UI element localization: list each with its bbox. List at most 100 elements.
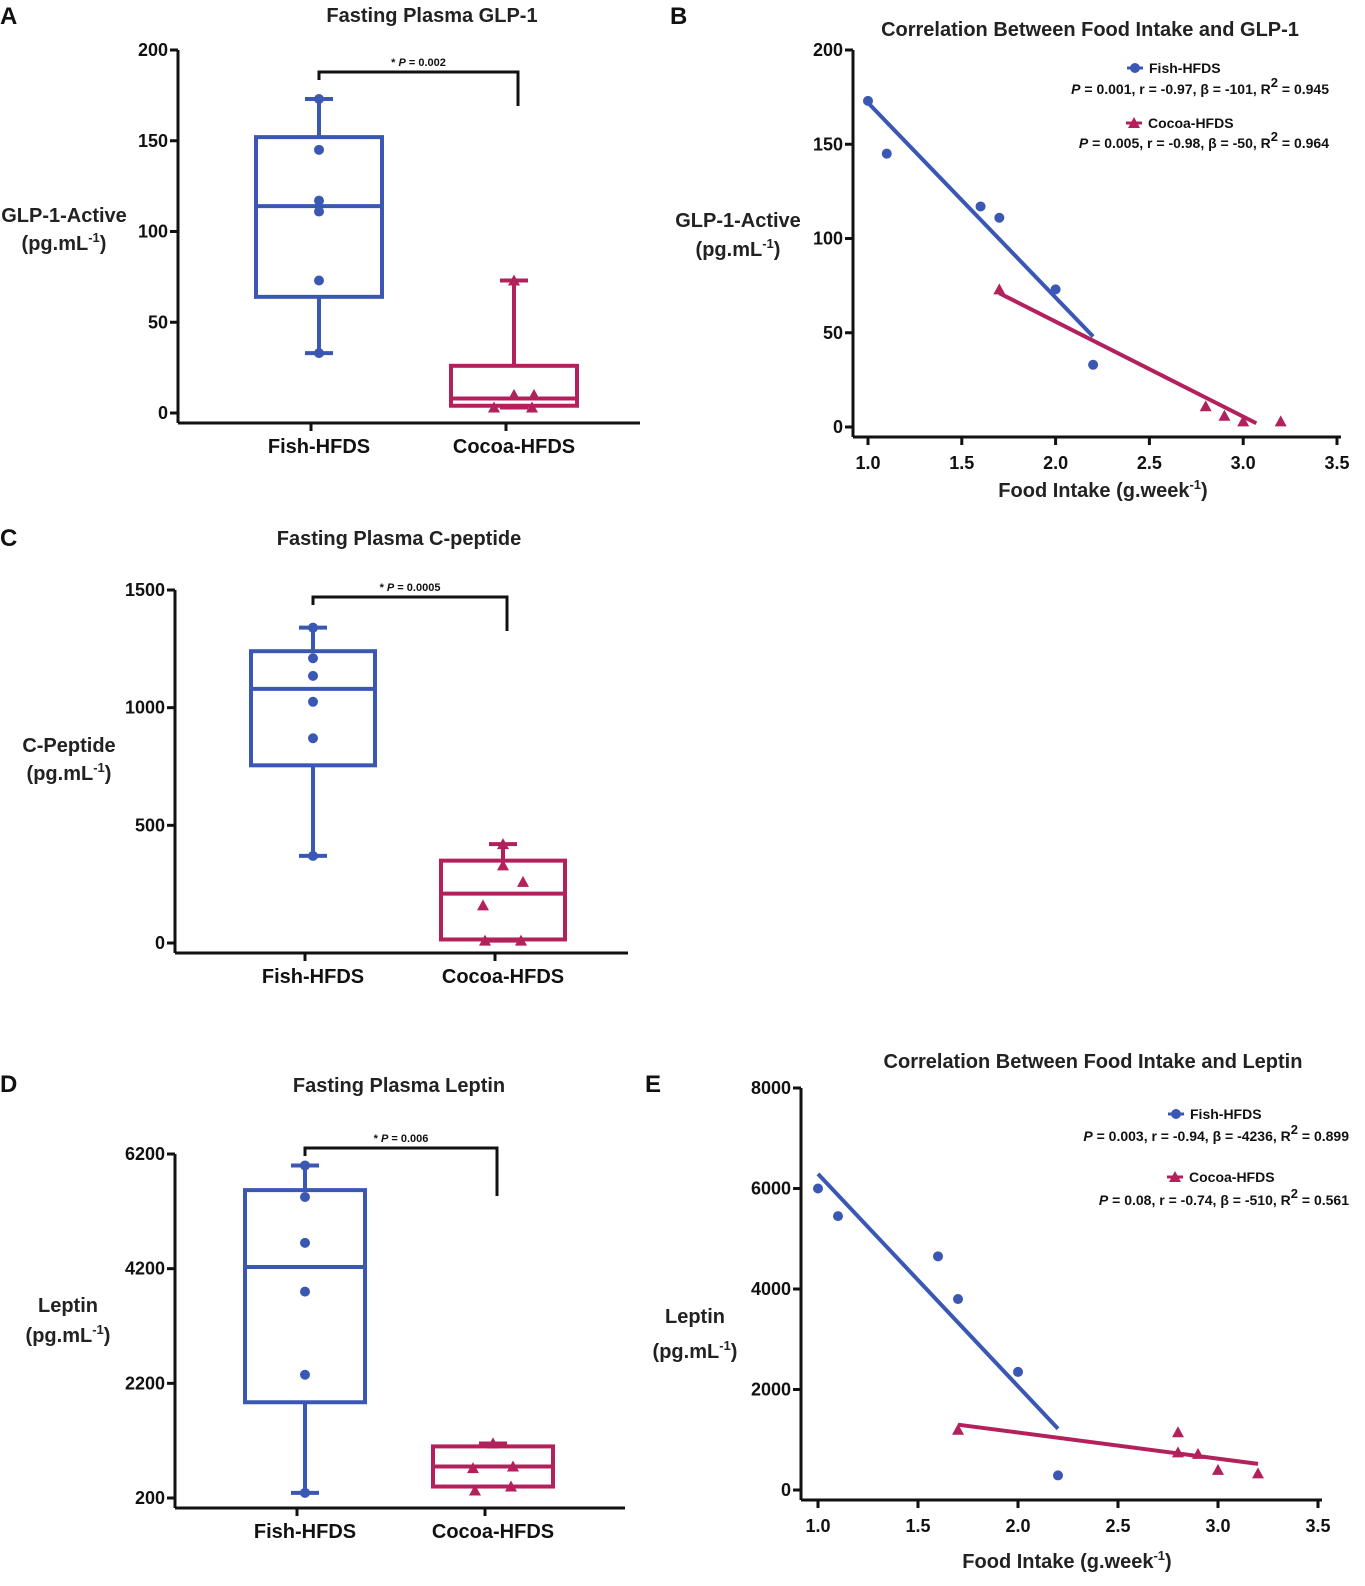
panel-c-ylabel-sup: -1 bbox=[93, 760, 105, 775]
panel-a-point-cocoa bbox=[488, 401, 500, 413]
panel-e-stats-r2-sup: 2 bbox=[1291, 1186, 1298, 1201]
panel-e-y-tick-label: 2000 bbox=[751, 1380, 791, 1400]
panel-c-y-tick-label: 1000 bbox=[125, 698, 165, 718]
panel-e-x-tick-label: 3.0 bbox=[1205, 1516, 1230, 1536]
panel-d-y-tick-label: 200 bbox=[135, 1488, 165, 1508]
panel-c-significance-bracket bbox=[311, 595, 509, 631]
panel-b-ylabel-close: ) bbox=[774, 239, 781, 261]
panel-d-point-fish bbox=[300, 1237, 310, 1248]
panel-e-x-label: Food Intake (g.week-1) bbox=[962, 1548, 1171, 1573]
panel-a-letter: A bbox=[0, 3, 17, 30]
panel-b-fit-line-cocoa bbox=[998, 291, 1258, 426]
panel-a-point-cocoa bbox=[526, 401, 538, 413]
panel-c-title: Fasting Plasma C-peptide bbox=[277, 528, 522, 550]
panel-e-x-label-close: ) bbox=[1165, 1551, 1172, 1573]
panel-c-p-number: = 0.0005 bbox=[394, 582, 440, 594]
panel-c-y-tick-label: 500 bbox=[135, 815, 165, 835]
panel-a-ylabel-close: ) bbox=[100, 233, 107, 255]
panel-c-point-cocoa bbox=[517, 875, 529, 887]
panel-b-ylabel-main: GLP-1-Active bbox=[675, 210, 801, 232]
panel-b-point-fish bbox=[994, 212, 1005, 223]
panel-b-point-fish bbox=[975, 201, 986, 212]
panel-d-x-category-label: Fish-HFDS bbox=[254, 1521, 356, 1543]
panel-c-letter: C bbox=[0, 525, 17, 552]
panel-c-ylabel-unit: (pg.mL-1) bbox=[27, 760, 112, 785]
panel-d-box bbox=[243, 1188, 367, 1405]
panel-b-x-label-main: Food Intake (g.week bbox=[998, 480, 1190, 502]
panel-b-stats-r2-value: = 0.964 bbox=[1278, 135, 1329, 151]
panel-d-point-cocoa bbox=[507, 1460, 519, 1472]
panel-b-stats-r2-value: = 0.945 bbox=[1278, 81, 1329, 97]
panel-e-stats-p-label: P bbox=[1099, 1192, 1109, 1208]
panel-b-stats: P = 0.001, r = -0.97, β = -101, R2 = 0.9… bbox=[1071, 75, 1329, 97]
panel-c-point-fish bbox=[308, 696, 318, 707]
panel-e-stats-r2-value: = 0.899 bbox=[1298, 1128, 1349, 1144]
panel-b-x-tick-label: 3.0 bbox=[1231, 453, 1256, 473]
panel-c-p-prefix: * bbox=[380, 582, 387, 594]
panel-b-point-fish bbox=[881, 148, 892, 159]
panel-c-point-fish bbox=[308, 622, 318, 633]
panel-b-stats-r2-sup: 2 bbox=[1271, 129, 1278, 144]
panel-a-y-tick-label: 150 bbox=[138, 131, 168, 151]
panel-a-y-tick-label: 50 bbox=[148, 312, 168, 332]
panel-e-point-cocoa bbox=[1252, 1467, 1264, 1479]
panel-c-x-category-label: Fish-HFDS bbox=[262, 966, 364, 988]
panel-a-ylabel-unit-text: (pg.mL bbox=[22, 233, 89, 255]
panel-b-x-tick-label: 2.5 bbox=[1137, 453, 1162, 473]
panel-b-legend-label: Fish-HFDS bbox=[1149, 60, 1221, 76]
panel-e-x-tick-label: 1.5 bbox=[905, 1516, 930, 1536]
panel-d-p-value: * P = 0.006 bbox=[374, 1133, 429, 1145]
panel-b-x-tick-label: 2.0 bbox=[1043, 453, 1068, 473]
panel-e-ylabel-sup: -1 bbox=[719, 1338, 731, 1353]
panel-e-fit-line-cocoa bbox=[957, 1422, 1259, 1466]
panel-a-y-tick-label: 0 bbox=[158, 403, 168, 423]
panel-c-ylabel-close: ) bbox=[105, 763, 112, 785]
panel-b-legend-marker-fish bbox=[1130, 63, 1140, 73]
panel-c-ylabel-main: C-Peptide bbox=[22, 735, 115, 757]
panel-e-point-cocoa bbox=[1212, 1463, 1224, 1475]
panel-c-point-fish bbox=[308, 733, 318, 744]
panel-d-point-cocoa bbox=[469, 1484, 481, 1496]
panel-c-point-cocoa bbox=[479, 934, 491, 946]
panel-b-point-cocoa bbox=[993, 283, 1006, 295]
panel-d-title: Fasting Plasma Leptin bbox=[293, 1075, 505, 1097]
panel-c-point-cocoa bbox=[477, 899, 489, 911]
panel-b-point-cocoa bbox=[1274, 415, 1287, 427]
panel-a-point-cocoa bbox=[508, 388, 520, 400]
panel-d-x-category-label: Cocoa-HFDS bbox=[432, 1521, 554, 1543]
panel-b-letter: B bbox=[670, 3, 687, 30]
panel-a-y-tick-label: 100 bbox=[138, 222, 168, 242]
panel-a-title: Fasting Plasma GLP-1 bbox=[326, 5, 537, 27]
panel-b-ylabel-unit-text: (pg.mL bbox=[696, 239, 763, 261]
panel-e-fit-line-fish bbox=[816, 1172, 1060, 1431]
panel-b-y-tick-label: 150 bbox=[813, 134, 843, 154]
panel-a-x-category-label: Fish-HFDS bbox=[268, 436, 370, 458]
panel-d-p-number: = 0.006 bbox=[388, 1133, 428, 1145]
panel-b-point-cocoa bbox=[1237, 415, 1250, 427]
panel-a-point-fish bbox=[314, 195, 324, 206]
panel-b-x-tick-label: 1.0 bbox=[855, 453, 880, 473]
panel-b-stats-r2-sup: 2 bbox=[1271, 75, 1278, 90]
panel-c-box bbox=[439, 858, 567, 942]
panel-a-box bbox=[449, 363, 579, 408]
panel-e-x-tick-label: 2.5 bbox=[1105, 1516, 1130, 1536]
panel-e-ylabel-main: Leptin bbox=[665, 1306, 725, 1328]
panel-a-point-fish bbox=[314, 348, 324, 359]
panel-d-y-tick-label: 6200 bbox=[125, 1144, 165, 1164]
panel-c-point-cocoa bbox=[497, 838, 509, 850]
panel-b-y-tick-label: 0 bbox=[833, 417, 843, 437]
panel-e-y-tick-label: 8000 bbox=[751, 1078, 791, 1098]
panel-b-ylabel-unit: (pg.mL-1) bbox=[696, 236, 781, 261]
panel-a-significance-bracket bbox=[317, 70, 520, 106]
panel-a-point-cocoa bbox=[508, 274, 520, 286]
panel-a-ylabel-main: GLP-1-Active bbox=[1, 205, 127, 227]
panel-d-point-cocoa bbox=[505, 1480, 517, 1492]
panel-d-point-fish bbox=[300, 1286, 310, 1297]
panel-b-fit-line-fish bbox=[866, 101, 1095, 338]
panel-e-stats-r2-sup: 2 bbox=[1291, 1122, 1298, 1137]
panel-a-box bbox=[254, 135, 384, 299]
panel-a-p-prefix: * bbox=[391, 57, 398, 69]
panel-e-stats-values: = 0.08, r = -0.74, β = -510, R bbox=[1108, 1192, 1291, 1208]
panel-c-point-fish bbox=[308, 850, 318, 861]
panel-a-y-tick-label: 200 bbox=[138, 40, 168, 60]
